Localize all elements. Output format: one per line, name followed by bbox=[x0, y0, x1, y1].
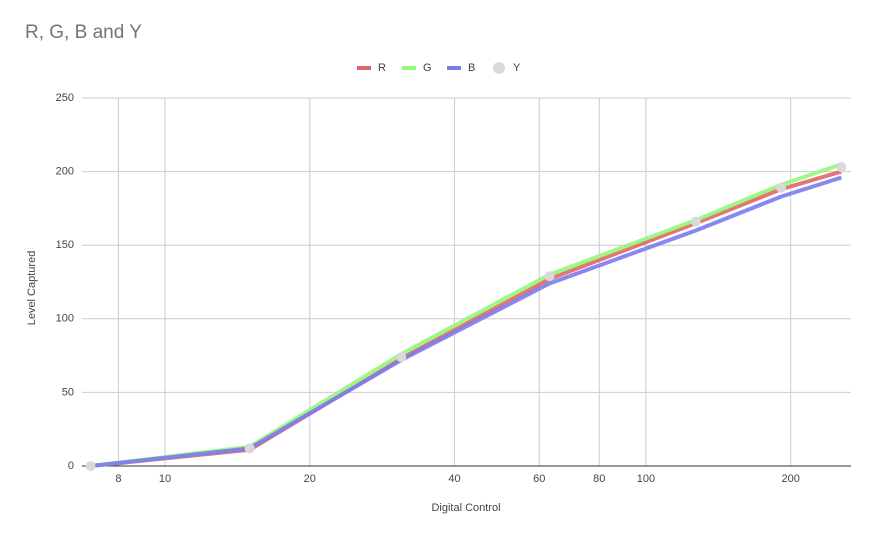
y-tick-label: 250 bbox=[56, 92, 74, 104]
point bbox=[85, 461, 96, 471]
legend-marker bbox=[493, 62, 505, 74]
y-tick-label: 0 bbox=[68, 460, 74, 472]
point bbox=[776, 182, 787, 193]
x-tick-label: 100 bbox=[637, 473, 655, 485]
y-axis-title: Level Captured bbox=[26, 251, 38, 326]
point bbox=[690, 216, 701, 227]
chart-title: R, G, B and Y bbox=[25, 22, 142, 43]
x-tick-label: 200 bbox=[781, 473, 799, 485]
point bbox=[396, 352, 407, 363]
y-tick-label: 100 bbox=[56, 313, 74, 325]
x-tick-label: 10 bbox=[159, 473, 171, 485]
x-tick-label: 60 bbox=[533, 473, 545, 485]
legend-label: G bbox=[423, 62, 432, 74]
x-axis-title: Digital Control bbox=[431, 502, 500, 514]
x-tick-label: 40 bbox=[448, 473, 460, 485]
x-tick-label: 8 bbox=[115, 473, 121, 485]
y-tick-label: 50 bbox=[62, 386, 74, 398]
legend-label: B bbox=[468, 62, 475, 74]
x-tick-label: 80 bbox=[593, 473, 605, 485]
x-tick-label: 20 bbox=[304, 473, 316, 485]
point bbox=[244, 443, 255, 454]
point bbox=[836, 162, 847, 173]
y-tick-label: 150 bbox=[56, 239, 74, 251]
legend-label: R bbox=[378, 62, 386, 74]
y-tick-label: 200 bbox=[56, 166, 74, 178]
legend-label: Y bbox=[513, 62, 521, 74]
point bbox=[544, 271, 555, 282]
